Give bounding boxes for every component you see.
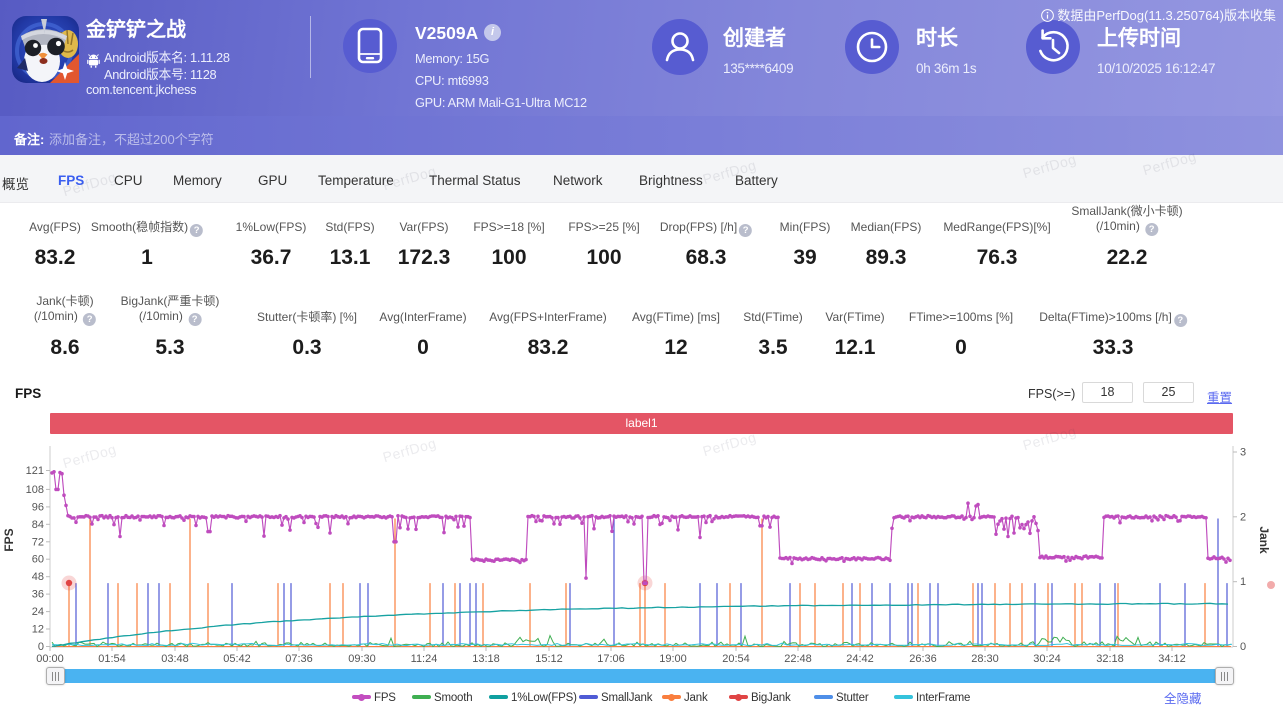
svg-text:03:48: 03:48 — [161, 653, 189, 665]
svg-text:12: 12 — [32, 624, 44, 636]
svg-text:96: 96 — [32, 501, 44, 513]
svg-text:19:00: 19:00 — [659, 653, 687, 665]
svg-text:01:54: 01:54 — [98, 653, 126, 665]
svg-text:84: 84 — [32, 519, 44, 531]
svg-text:09:30: 09:30 — [348, 653, 376, 665]
svg-text:17:06: 17:06 — [597, 653, 625, 665]
svg-text:60: 60 — [32, 554, 44, 566]
svg-text:24: 24 — [32, 606, 44, 618]
svg-text:00:00: 00:00 — [36, 653, 64, 665]
svg-text:24:42: 24:42 — [846, 653, 874, 665]
svg-text:20:54: 20:54 — [722, 653, 750, 665]
svg-text:FPS: FPS — [2, 528, 16, 551]
svg-text:3: 3 — [1240, 447, 1246, 459]
svg-text:1: 1 — [1240, 576, 1246, 588]
svg-text:36: 36 — [32, 589, 44, 601]
svg-text:72: 72 — [32, 536, 44, 548]
svg-text:2: 2 — [1240, 511, 1246, 523]
svg-text:28:30: 28:30 — [971, 653, 999, 665]
svg-text:11:24: 11:24 — [411, 653, 438, 665]
svg-text:30:24: 30:24 — [1033, 653, 1061, 665]
svg-text:34:12: 34:12 — [1158, 653, 1186, 665]
svg-text:32:18: 32:18 — [1096, 653, 1124, 665]
svg-text:0: 0 — [38, 641, 44, 653]
svg-text:0: 0 — [1240, 641, 1246, 653]
svg-text:07:36: 07:36 — [285, 653, 313, 665]
svg-text:13:18: 13:18 — [472, 653, 500, 665]
svg-text:15:12: 15:12 — [535, 653, 563, 665]
svg-text:26:36: 26:36 — [909, 653, 937, 665]
svg-text:22:48: 22:48 — [784, 653, 812, 665]
svg-text:108: 108 — [26, 484, 44, 496]
svg-text:48: 48 — [32, 571, 44, 583]
svg-text:05:42: 05:42 — [223, 653, 251, 665]
svg-text:Jank: Jank — [1257, 526, 1271, 554]
svg-text:121: 121 — [26, 465, 44, 477]
